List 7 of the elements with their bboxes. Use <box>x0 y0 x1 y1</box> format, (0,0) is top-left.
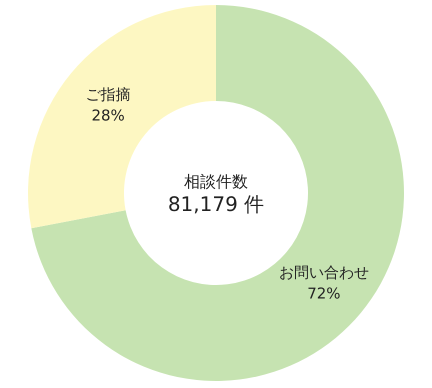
slice-label: お問い合わせ <box>278 264 369 282</box>
data-label: 28% <box>91 106 125 124</box>
slice-label: ご指摘 <box>86 85 131 104</box>
text: 81,179 件 <box>168 192 264 216</box>
donut-slice <box>31 5 404 381</box>
data-label: 72% <box>307 284 341 303</box>
text: 相談件数 <box>184 172 248 191</box>
